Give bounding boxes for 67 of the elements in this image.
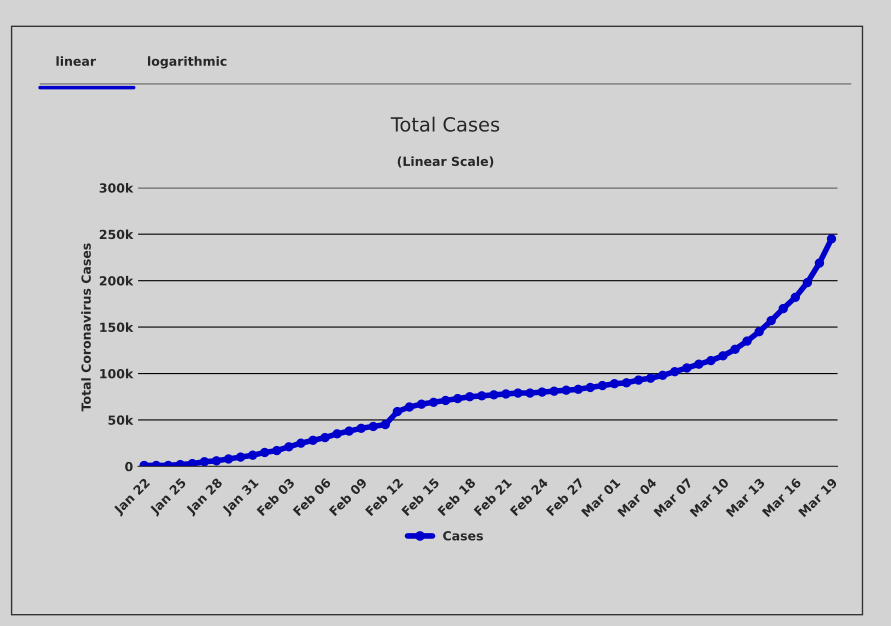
point: [513, 388, 523, 398]
point: [248, 450, 258, 460]
point: [380, 420, 390, 430]
point: [296, 438, 306, 448]
point: [622, 378, 632, 388]
point: [598, 380, 608, 390]
legend-label: Cases: [443, 531, 483, 541]
text: logarithmic: [148, 56, 226, 68]
point: [826, 234, 836, 244]
point: [574, 384, 583, 394]
point: [200, 457, 210, 466]
point: [440, 396, 450, 406]
point: [525, 388, 535, 398]
y-tick-label: 250k: [100, 229, 134, 240]
point: [670, 366, 680, 376]
point: [501, 389, 511, 399]
point: [754, 327, 764, 336]
point: [778, 304, 788, 314]
point: [730, 344, 740, 354]
point: [260, 448, 270, 458]
y-tick-label: 100k: [100, 368, 134, 378]
point: [718, 351, 728, 361]
point: [332, 429, 342, 439]
point: [706, 356, 716, 366]
point: [537, 387, 547, 397]
point: [416, 399, 426, 409]
y-tick-label: 150k: [100, 322, 134, 332]
point: [465, 392, 474, 402]
point: [236, 452, 246, 462]
y-axis-title: Total Coronavirus Cases: [81, 243, 91, 412]
point: [562, 386, 571, 395]
text: linear: [56, 56, 96, 66]
point: [188, 458, 198, 466]
point: [549, 386, 559, 396]
point: [802, 278, 812, 288]
point: [320, 432, 330, 442]
point: [392, 406, 402, 416]
y-tick-label: 200k: [100, 276, 134, 286]
chart-subtitle: (Linear Scale): [398, 156, 494, 168]
point: [489, 390, 499, 400]
point: [224, 454, 234, 464]
point: [742, 336, 752, 346]
point: [284, 442, 294, 452]
point: [272, 446, 282, 456]
y-tick-label: 0: [125, 462, 133, 472]
point: [356, 424, 366, 433]
point: [790, 292, 800, 302]
point: [308, 436, 318, 446]
point: [344, 426, 354, 436]
point: [477, 391, 486, 400]
point: [682, 363, 692, 373]
point: [634, 375, 644, 385]
point: [610, 379, 620, 388]
point: [428, 398, 438, 407]
point: [404, 402, 414, 412]
point: [694, 360, 704, 369]
point: [766, 316, 776, 326]
y-tick-label: 50k: [108, 415, 134, 425]
point: [658, 370, 668, 380]
point: [646, 373, 656, 383]
point: [814, 258, 824, 268]
point: [212, 456, 222, 466]
point: [452, 394, 462, 404]
point: [368, 422, 378, 432]
point: [586, 382, 596, 392]
y-tick-label: 300k: [100, 183, 134, 193]
chart-title: Total Cases: [390, 116, 500, 132]
